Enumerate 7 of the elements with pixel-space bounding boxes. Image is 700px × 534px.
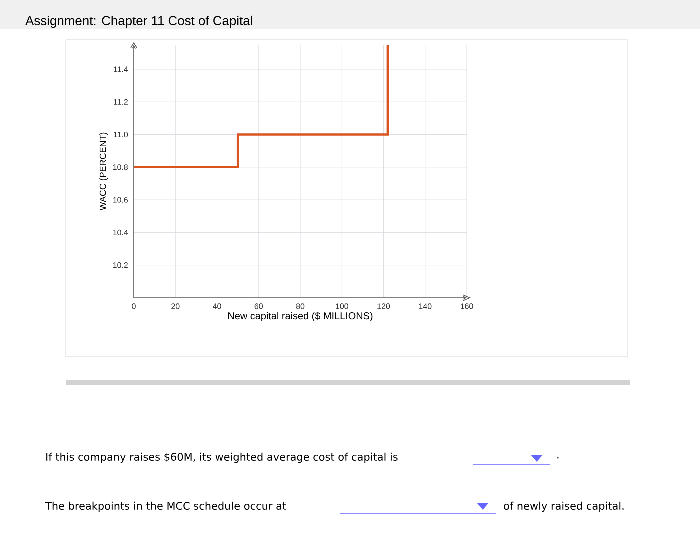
text: . xyxy=(558,457,559,459)
text: If this company raises $60M, its weighted average cost of capital is xyxy=(46,452,398,464)
text: The breakpoints in the MCC schedule occur at xyxy=(45,502,286,512)
text: of newly raised capital. xyxy=(504,502,624,512)
chart-title: Assignment: Chapter 11 Cost of Capital xyxy=(26,16,252,28)
x-axis-title: New capital raised ($ MILLIONS) xyxy=(228,312,373,322)
y-axis-title: WACC (PERCENT) xyxy=(100,132,108,211)
